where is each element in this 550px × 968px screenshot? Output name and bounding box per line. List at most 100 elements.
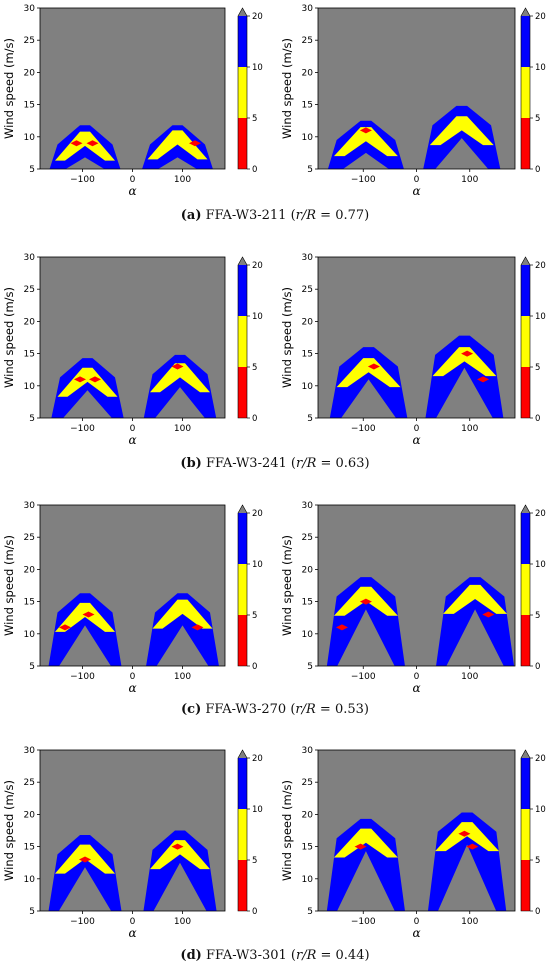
colorbar-segment: [521, 67, 530, 118]
x-tick-label: 0: [130, 672, 136, 682]
x-tick-label: −100: [70, 672, 95, 682]
blue-contour: [146, 593, 219, 666]
caption-c-label: FFA-W3-270 (: [201, 702, 296, 717]
y-tick-label: 15: [302, 598, 313, 608]
blue-contour: [329, 347, 408, 418]
y-tick-label: 30: [302, 746, 314, 756]
x-axis-label: α: [128, 681, 136, 695]
colorbar-frame: [520, 504, 531, 667]
yellow-contour: [150, 840, 210, 870]
red-contour: [171, 363, 184, 370]
caption-b-letter: (b): [180, 456, 202, 471]
colorbar-tick-label: 20: [535, 261, 546, 271]
colorbar-over-triangle: [521, 8, 530, 16]
y-tick-label: 10: [24, 875, 36, 885]
x-axis-label: α: [412, 184, 420, 198]
yellow-contour: [333, 127, 398, 157]
colorbar-segment: [238, 118, 247, 169]
y-tick-label: 20: [24, 810, 36, 820]
y-tick-label: 15: [302, 350, 313, 360]
blue-contour: [326, 577, 405, 666]
y-tick-label: 20: [302, 317, 314, 327]
blue-contour: [427, 812, 507, 911]
colorbar-over-triangle: [521, 505, 530, 513]
colorbar-segment: [521, 758, 530, 809]
x-tick-label: 0: [414, 672, 420, 682]
colorbar-tick-label: 0: [252, 165, 257, 175]
colorbar-segment: [521, 118, 530, 169]
colorbar-frame: [237, 256, 248, 419]
yellow-contour: [333, 586, 398, 616]
colorbar-tick-label: 0: [535, 662, 540, 672]
colorbar-segment: [521, 564, 530, 615]
colorbar-frame: [237, 504, 248, 667]
x-tick-label: −100: [351, 917, 376, 927]
colorbar-segment: [238, 564, 247, 615]
x-axis-label: α: [128, 433, 136, 447]
colorbar-segment: [521, 809, 530, 860]
y-tick-label: 5: [307, 662, 313, 672]
yellow-contour: [147, 130, 208, 160]
red-contour: [367, 363, 380, 370]
caption-b: (b) FFA-W3-241 (r/R = 0.63): [0, 456, 550, 471]
x-axis-label: α: [128, 184, 136, 198]
colorbar-segment: [521, 316, 530, 367]
blue-contour: [51, 358, 124, 418]
colorbar-segment: [238, 16, 247, 67]
y-tick-label: 5: [307, 414, 313, 424]
colorbar-frame: [520, 7, 531, 170]
colorbar-segment: [238, 367, 247, 418]
y-tick-label: 20: [24, 317, 36, 327]
x-tick-label: 0: [130, 175, 136, 185]
colorbar-tick-label: 10: [535, 312, 546, 322]
x-tick-label: −100: [351, 424, 376, 434]
colorbar-segment: [238, 265, 247, 316]
colorbar-tick-label: 0: [252, 662, 257, 672]
contour-group: [51, 354, 217, 418]
y-tick-label: 5: [29, 165, 35, 175]
red-contour: [482, 611, 495, 618]
x-axis-label: α: [412, 681, 420, 695]
y-axis-label: Wind speed (m/s): [2, 287, 16, 388]
blue-contour: [327, 120, 404, 169]
y-tick-label: 25: [302, 285, 313, 295]
y-tick-label: 25: [24, 533, 35, 543]
colorbar-frame: [237, 7, 248, 170]
caption-a-label: FFA-W3-211 (: [201, 208, 296, 223]
y-axis-label: Wind speed (m/s): [2, 780, 16, 881]
colorbar-segment: [238, 809, 247, 860]
y-tick-label: 15: [24, 101, 35, 111]
y-tick-label: 25: [24, 285, 35, 295]
caption-a: (a) FFA-W3-211 (r/R = 0.77): [0, 208, 550, 223]
colorbar-segment: [238, 513, 247, 564]
x-tick-label: 0: [130, 917, 136, 927]
blue-contour: [143, 830, 217, 911]
panel-c-right: −100 0 100 α 5 10 15 20 25 30 Wind speed (m/s) 0 5 10…: [280, 501, 546, 695]
colorbar-over-triangle: [238, 750, 247, 758]
y-tick-label: 15: [302, 843, 313, 853]
x-tick-label: 100: [461, 424, 478, 434]
y-tick-label: 20: [302, 68, 314, 78]
contour-group: [326, 577, 515, 666]
y-tick-label: 20: [24, 565, 36, 575]
colorbar-tick-label: 0: [252, 907, 257, 917]
yellow-contour: [432, 347, 497, 377]
colorbar-tick-label: 20: [252, 754, 263, 764]
red-contour: [86, 140, 99, 147]
yellow-contour: [150, 363, 210, 393]
red-contour: [466, 843, 479, 850]
yellow-contour: [429, 116, 494, 146]
yellow-contour: [55, 131, 115, 161]
y-tick-label: 5: [29, 907, 35, 917]
blue-contour: [326, 818, 405, 911]
y-tick-label: 25: [24, 36, 35, 46]
caption-c: (c) FFA-W3-270 (r/R = 0.53): [0, 702, 550, 717]
y-tick-label: 30: [302, 4, 314, 14]
colorbar-tick-label: 10: [252, 63, 263, 73]
y-tick-label: 25: [24, 778, 35, 788]
x-tick-label: 100: [174, 672, 191, 682]
colorbar-tick-label: 0: [535, 414, 540, 424]
yellow-contour: [333, 828, 398, 858]
red-contour: [82, 611, 95, 618]
